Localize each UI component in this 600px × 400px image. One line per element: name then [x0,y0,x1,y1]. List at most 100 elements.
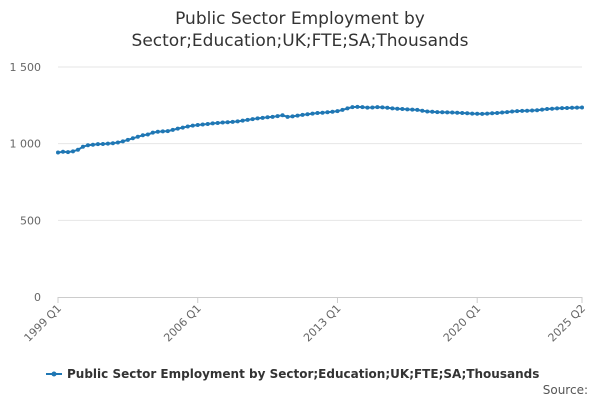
data-point[interactable] [130,136,135,141]
data-point[interactable] [540,107,545,112]
data-point[interactable] [100,141,105,146]
data-point[interactable] [105,141,110,146]
data-point[interactable] [205,122,210,127]
data-point[interactable] [270,114,275,119]
data-point[interactable] [175,126,180,131]
data-point[interactable] [285,114,290,119]
data-point[interactable] [415,107,420,112]
data-point[interactable] [445,110,450,115]
data-point[interactable] [375,105,380,110]
data-point[interactable] [520,108,525,113]
data-point[interactable] [90,142,95,147]
data-point[interactable] [180,125,185,130]
data-point[interactable] [515,109,520,114]
data-point[interactable] [380,105,385,110]
data-point[interactable] [580,105,584,110]
data-point[interactable] [460,111,465,115]
data-point[interactable] [565,105,570,110]
data-point[interactable] [190,123,195,128]
legend-label[interactable]: Public Sector Employment by Sector;Educa… [67,367,539,381]
data-point[interactable] [360,105,365,110]
data-point[interactable] [65,150,70,155]
data-point[interactable] [150,130,155,135]
data-point[interactable] [340,107,345,112]
data-point[interactable] [500,110,505,115]
data-point[interactable] [125,137,130,142]
data-point[interactable] [115,140,120,145]
data-point[interactable] [290,114,295,119]
data-point[interactable] [570,105,575,110]
data-point[interactable] [315,111,320,115]
data-point[interactable] [320,110,325,115]
data-point[interactable] [60,149,65,154]
data-point[interactable] [295,113,300,118]
data-point[interactable] [240,118,245,123]
data-point[interactable] [200,122,205,127]
data-point[interactable] [220,120,225,125]
data-point[interactable] [195,122,200,127]
data-point[interactable] [480,111,485,116]
data-point[interactable] [465,111,470,116]
data-point[interactable] [350,105,355,110]
data-point[interactable] [230,119,235,124]
data-point[interactable] [75,147,80,152]
data-point[interactable] [275,114,280,119]
data-point[interactable] [470,111,475,116]
data-point[interactable] [435,110,440,115]
data-point[interactable] [355,104,360,109]
data-point[interactable] [410,107,415,112]
data-point[interactable] [440,110,445,115]
data-point[interactable] [545,107,550,112]
data-point[interactable] [155,129,160,134]
data-point[interactable] [280,113,285,118]
data-point[interactable] [265,115,270,120]
data-point[interactable] [475,111,480,116]
data-point[interactable] [215,120,220,125]
data-point[interactable] [305,112,310,117]
data-point[interactable] [510,109,515,114]
data-point[interactable] [185,124,190,129]
data-point[interactable] [165,129,170,134]
data-point[interactable] [385,105,390,110]
data-point[interactable] [575,105,580,110]
data-point[interactable] [525,108,530,113]
data-point[interactable] [160,129,165,134]
data-point[interactable] [260,115,265,120]
data-point[interactable] [345,106,350,111]
data-point[interactable] [300,112,305,117]
data-point[interactable] [430,109,435,114]
data-point[interactable] [210,121,215,126]
data-point[interactable] [390,106,395,111]
data-point[interactable] [170,127,175,132]
data-point[interactable] [490,111,495,116]
data-point[interactable] [395,106,400,111]
data-point[interactable] [450,110,455,115]
data-point[interactable] [80,144,85,149]
data-point[interactable] [70,149,75,154]
data-point[interactable] [530,108,535,113]
data-point[interactable] [56,150,60,155]
data-point[interactable] [145,132,150,137]
data-point[interactable] [330,109,335,114]
data-point[interactable] [505,110,510,115]
data-point[interactable] [255,116,260,121]
data-point[interactable] [485,111,490,116]
data-point[interactable] [110,141,115,146]
data-point[interactable] [535,108,540,113]
data-point[interactable] [455,110,460,115]
legend[interactable]: Public Sector Employment by Sector;Educa… [46,367,539,381]
data-point[interactable] [120,139,125,144]
data-point[interactable] [95,142,100,147]
data-point[interactable] [85,143,90,148]
data-point[interactable] [335,109,340,114]
data-point[interactable] [405,107,410,112]
data-point[interactable] [420,108,425,113]
data-point[interactable] [560,106,565,111]
data-point[interactable] [235,119,240,124]
data-point[interactable] [425,109,430,114]
data-point[interactable] [370,105,375,110]
data-point[interactable] [400,107,405,112]
data-point[interactable] [245,117,250,122]
data-point[interactable] [135,134,140,139]
data-point[interactable] [250,117,255,122]
